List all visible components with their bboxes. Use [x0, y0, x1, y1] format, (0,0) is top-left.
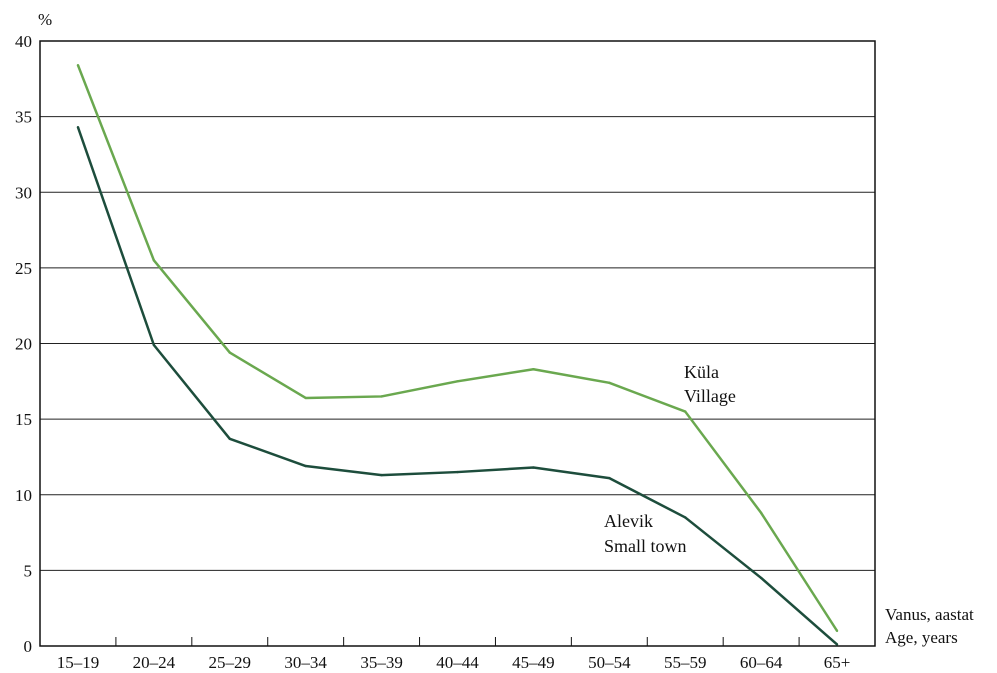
data-point — [759, 576, 763, 580]
y-tick-label: 40 — [15, 32, 32, 51]
data-point — [304, 464, 307, 468]
data-point — [228, 437, 231, 440]
data-point — [456, 380, 459, 383]
series-line-village — [76, 64, 839, 632]
x-tick-label: 65+ — [824, 653, 851, 672]
data-point — [532, 368, 535, 371]
x-tick-label: 45–49 — [512, 653, 555, 672]
y-tick-label: 15 — [15, 410, 32, 429]
y-tick-label: 25 — [15, 259, 32, 278]
data-point — [759, 511, 763, 515]
x-tick-label: 50–54 — [588, 653, 631, 672]
x-tick-label: 55–59 — [664, 653, 707, 672]
data-point — [456, 470, 459, 474]
data-point — [684, 516, 687, 519]
axes — [39, 40, 876, 647]
data-point — [532, 466, 535, 469]
x-tick-label: 20–24 — [133, 653, 176, 672]
gridlines — [40, 116, 875, 571]
x-tick-label: 30–34 — [284, 653, 327, 672]
data-point — [76, 63, 80, 67]
y-tick-label: 10 — [15, 486, 32, 505]
series-lines — [76, 63, 839, 646]
plot-frame — [39, 40, 876, 647]
data-point — [608, 476, 611, 480]
data-point — [835, 643, 839, 646]
x-tick-label: 25–29 — [209, 653, 252, 672]
data-point — [684, 410, 687, 413]
x-axis-title-line-1: Vanus, aastat — [885, 605, 974, 624]
data-point — [76, 126, 80, 129]
y-axis-unit-label: % — [38, 10, 52, 29]
series-label-village-line-1: Küla — [684, 362, 719, 382]
y-tick-label: 30 — [15, 183, 32, 202]
series-label-small-town-line-2: Small town — [604, 536, 687, 556]
x-tick-label: 35–39 — [360, 653, 403, 672]
series-label-small-town-line-1: Alevik — [604, 511, 653, 531]
x-tick-label: 15–19 — [57, 653, 100, 672]
data-point — [304, 396, 307, 400]
y-tick-label: 20 — [15, 335, 32, 354]
data-point — [152, 259, 156, 262]
y-tick-label: 5 — [24, 561, 33, 580]
data-point — [228, 351, 231, 354]
data-point — [152, 343, 156, 347]
data-point — [380, 473, 383, 477]
data-point — [835, 629, 839, 633]
y-tick-label: 35 — [15, 108, 32, 127]
x-tick-label: 60–64 — [740, 653, 783, 672]
x-axis-title-line-2: Age, years — [885, 628, 958, 647]
y-tick-label: 0 — [24, 637, 33, 656]
labels: % Vanus, aastat Age, years Küla Village … — [15, 10, 974, 672]
x-tick-label: 40–44 — [436, 653, 479, 672]
data-point — [608, 381, 611, 385]
data-point — [380, 395, 383, 398]
series-label-village-line-2: Village — [684, 386, 736, 406]
